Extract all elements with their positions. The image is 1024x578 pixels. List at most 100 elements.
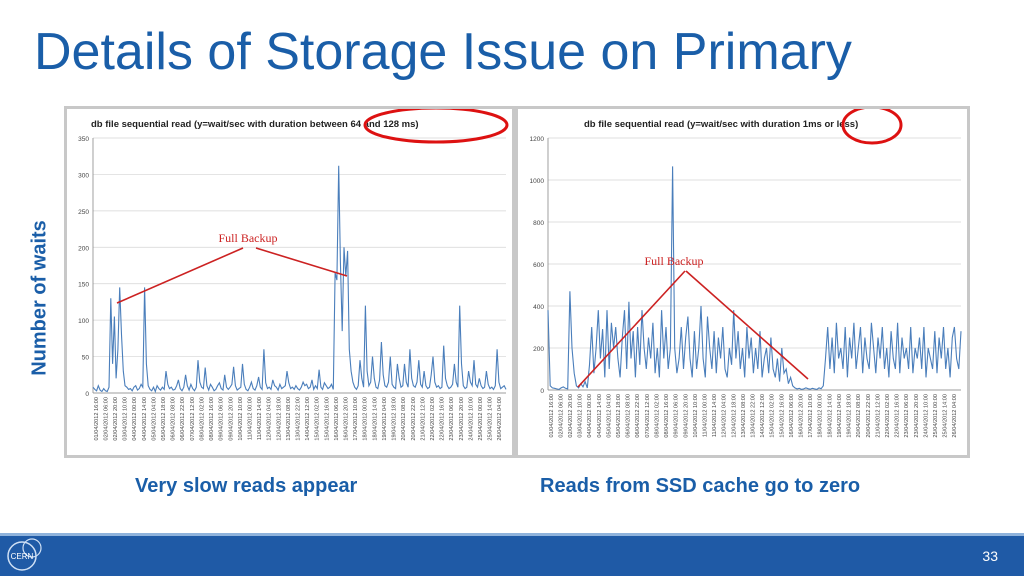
x-tick-label-0-12: 08/04/2012 16:00 bbox=[209, 397, 215, 441]
x-tick-label-1-3: 03/04/2012 10:00 bbox=[578, 394, 584, 438]
x-tick-label-0-27: 17/04/2012 10:00 bbox=[353, 397, 359, 441]
x-tick-label-1-16: 11/04/2012 00:00 bbox=[702, 394, 708, 437]
x-tick-label-0-39: 24/04/2012 10:00 bbox=[468, 397, 474, 441]
y-tick-label-0-7: 350 bbox=[78, 136, 89, 143]
x-tick-label-1-15: 10/04/2012 10:00 bbox=[693, 394, 699, 438]
chart-left-panel: db file sequential read (y=wait/sec with… bbox=[64, 106, 515, 458]
y-tick-label-1-0: 0 bbox=[540, 388, 544, 395]
x-tick-label-1-14: 09/04/2012 20:00 bbox=[683, 394, 689, 438]
y-tick-label-0-5: 250 bbox=[78, 209, 89, 216]
chart-right-panel: db file sequential read (y=wait/sec with… bbox=[515, 106, 970, 458]
x-tick-label-0-6: 05/04/2012 04:00 bbox=[151, 397, 157, 441]
x-tick-label-1-21: 13/04/2012 22:00 bbox=[751, 394, 757, 438]
annotation-arrow-1-0 bbox=[577, 270, 686, 388]
x-tick-label-0-4: 04/04/2012 00:00 bbox=[132, 397, 138, 441]
x-tick-label-1-17: 11/04/2012 14:00 bbox=[712, 394, 718, 437]
page-number: 33 bbox=[982, 548, 998, 564]
x-tick-label-1-10: 07/04/2012 12:00 bbox=[645, 394, 651, 438]
x-tick-label-0-9: 06/04/2012 22:00 bbox=[180, 397, 186, 441]
x-tick-label-1-33: 20/04/2012 22:00 bbox=[866, 394, 872, 438]
x-tick-label-0-19: 12/04/2012 18:00 bbox=[276, 397, 282, 441]
x-tick-label-1-0: 01/04/2012 16:00 bbox=[549, 394, 555, 438]
x-tick-label-1-19: 12/04/2012 18:00 bbox=[731, 394, 737, 438]
y-tick-label-0-6: 300 bbox=[78, 172, 89, 179]
x-tick-label-1-39: 24/04/2012 10:00 bbox=[923, 394, 929, 438]
y-tick-label-0-4: 200 bbox=[78, 245, 89, 252]
chart-left-svg: db file sequential read (y=wait/sec with… bbox=[78, 109, 509, 441]
y-tick-label-0-2: 100 bbox=[78, 318, 89, 325]
y-tick-label-1-5: 1000 bbox=[530, 178, 545, 185]
x-tick-label-1-23: 15/04/2012 02:00 bbox=[770, 394, 776, 438]
x-tick-label-1-32: 20/04/2012 08:00 bbox=[856, 394, 862, 438]
annotation-full-backup-0: Full Backup bbox=[219, 231, 278, 245]
x-tick-label-1-9: 06/04/2012 22:00 bbox=[635, 394, 641, 438]
x-tick-label-1-40: 25/04/2012 00:00 bbox=[933, 394, 939, 438]
y-tick-label-0-0: 0 bbox=[85, 391, 89, 398]
x-tick-label-1-37: 23/04/2012 06:00 bbox=[904, 394, 910, 438]
x-tick-label-1-8: 06/04/2012 08:00 bbox=[626, 394, 632, 438]
x-tick-label-0-8: 06/04/2012 08:00 bbox=[171, 397, 177, 441]
x-tick-label-1-38: 23/04/2012 20:00 bbox=[914, 394, 920, 438]
x-tick-label-1-12: 08/04/2012 16:00 bbox=[664, 394, 670, 438]
x-tick-label-0-11: 08/04/2012 02:00 bbox=[199, 397, 205, 441]
x-tick-label-1-30: 19/04/2012 04:00 bbox=[837, 394, 843, 438]
cern-logo-icon: CERN bbox=[7, 538, 42, 571]
annotation-arrow-0-0 bbox=[116, 247, 244, 304]
x-tick-label-1-27: 17/04/2012 10:00 bbox=[808, 394, 814, 438]
x-tick-label-0-40: 25/04/2012 00:00 bbox=[478, 397, 484, 441]
x-tick-label-0-41: 25/04/2012 14:00 bbox=[488, 397, 494, 441]
chart-title-1: db file sequential read (y=wait/sec with… bbox=[584, 119, 858, 130]
footer-bar: CERN 33 bbox=[0, 536, 1024, 576]
x-tick-label-1-42: 26/04/2012 04:00 bbox=[952, 394, 958, 438]
x-tick-label-0-37: 23/04/2012 06:00 bbox=[449, 397, 455, 441]
x-tick-label-0-42: 26/04/2012 04:00 bbox=[497, 397, 503, 441]
x-tick-label-0-16: 11/04/2012 00:00 bbox=[247, 397, 253, 440]
annotation-arrow-0-1 bbox=[255, 247, 348, 277]
x-tick-label-0-38: 23/04/2012 20:00 bbox=[459, 397, 465, 441]
cern-logo-text: CERN bbox=[11, 552, 34, 561]
y-tick-label-0-3: 150 bbox=[78, 282, 89, 289]
series-line-0 bbox=[92, 165, 507, 394]
x-tick-label-0-2: 02/04/2012 20:00 bbox=[113, 397, 119, 441]
y-axis-side-label-text: Number of waits bbox=[28, 220, 51, 376]
x-tick-label-1-6: 05/04/2012 04:00 bbox=[606, 394, 612, 438]
x-tick-label-0-28: 18/04/2012 00:00 bbox=[363, 397, 369, 441]
x-tick-label-0-10: 07/04/2012 12:00 bbox=[190, 397, 196, 441]
x-tick-label-0-26: 16/04/2012 20:00 bbox=[344, 397, 350, 441]
x-tick-label-1-11: 08/04/2012 02:00 bbox=[654, 394, 660, 438]
x-tick-label-0-18: 12/04/2012 04:00 bbox=[267, 397, 273, 441]
y-tick-label-1-6: 1200 bbox=[530, 136, 545, 143]
footer-stripe bbox=[0, 533, 1024, 536]
x-tick-label-1-36: 22/04/2012 16:00 bbox=[895, 394, 901, 438]
x-tick-label-0-33: 20/04/2012 22:00 bbox=[411, 397, 417, 441]
chart-title-0: db file sequential read (y=wait/sec with… bbox=[91, 119, 419, 130]
series-line-1 bbox=[547, 166, 962, 390]
x-tick-label-0-25: 16/04/2012 06:00 bbox=[334, 397, 340, 441]
x-tick-label-1-18: 12/04/2012 04:00 bbox=[722, 394, 728, 438]
x-tick-label-1-24: 15/04/2012 16:00 bbox=[779, 394, 785, 438]
x-tick-label-0-15: 10/04/2012 10:00 bbox=[238, 397, 244, 441]
x-tick-label-0-7: 05/04/2012 18:00 bbox=[161, 397, 167, 441]
x-tick-label-0-1: 02/04/2012 06:00 bbox=[103, 397, 109, 441]
x-tick-label-0-5: 04/04/2012 14:00 bbox=[142, 397, 148, 441]
x-tick-label-0-22: 14/04/2012 12:00 bbox=[305, 397, 311, 441]
chart-right-svg: db file sequential read (y=wait/sec with… bbox=[530, 109, 962, 438]
y-tick-label-1-2: 400 bbox=[533, 304, 544, 311]
x-tick-label-1-7: 05/04/2012 18:00 bbox=[616, 394, 622, 438]
highlight-circle-0 bbox=[363, 109, 509, 144]
x-tick-label-1-41: 25/04/2012 14:00 bbox=[943, 394, 949, 438]
caption-left: Very slow reads appear bbox=[135, 475, 358, 497]
x-tick-label-1-2: 02/04/2012 20:00 bbox=[568, 394, 574, 438]
x-tick-label-0-35: 22/04/2012 02:00 bbox=[430, 397, 436, 441]
x-tick-label-1-4: 04/04/2012 00:00 bbox=[587, 394, 593, 438]
x-tick-label-0-21: 13/04/2012 22:00 bbox=[296, 397, 302, 441]
x-tick-label-0-24: 15/04/2012 16:00 bbox=[324, 397, 330, 441]
x-tick-label-1-20: 13/04/2012 08:00 bbox=[741, 394, 747, 438]
x-tick-label-1-26: 16/04/2012 20:00 bbox=[799, 394, 805, 438]
slide-title: Details of Storage Issue on Primary bbox=[34, 23, 852, 81]
y-tick-label-1-1: 200 bbox=[533, 346, 544, 353]
x-tick-label-1-28: 18/04/2012 00:00 bbox=[818, 394, 824, 438]
annotation-arrow-1-1 bbox=[685, 270, 809, 380]
x-tick-label-0-30: 19/04/2012 04:00 bbox=[382, 397, 388, 441]
x-tick-label-1-35: 22/04/2012 02:00 bbox=[885, 394, 891, 438]
